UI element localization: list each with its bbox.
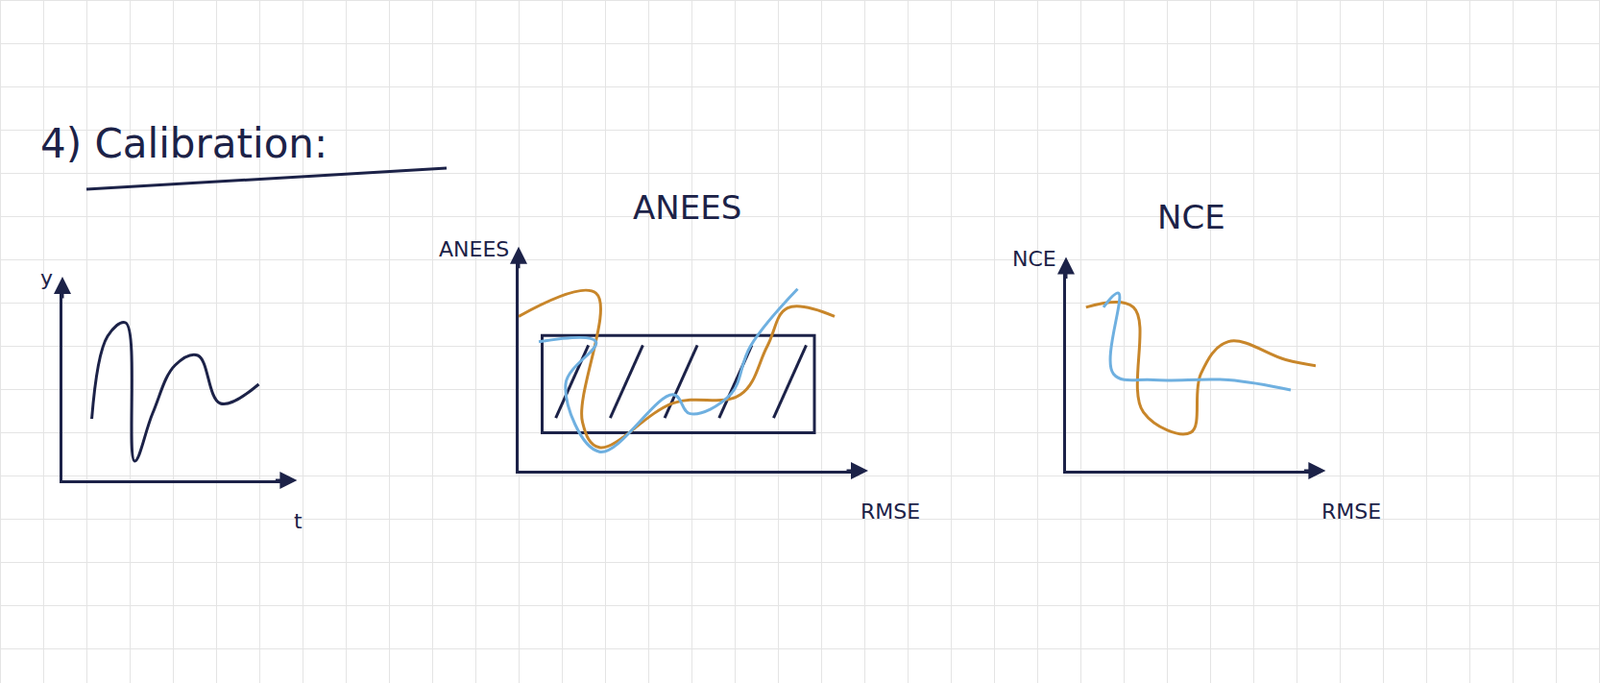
svg-text:t: t — [293, 509, 303, 534]
svg-text:ANEES: ANEES — [438, 237, 510, 262]
svg-text:ANEES: ANEES — [632, 188, 742, 227]
svg-text:NCE: NCE — [1157, 197, 1226, 237]
svg-text:RMSE: RMSE — [1321, 499, 1382, 524]
svg-text:4) Calibration:: 4) Calibration: — [40, 120, 328, 168]
svg-text:NCE: NCE — [1012, 246, 1057, 271]
svg-text:y: y — [40, 266, 53, 291]
svg-text:RMSE: RMSE — [860, 499, 921, 524]
